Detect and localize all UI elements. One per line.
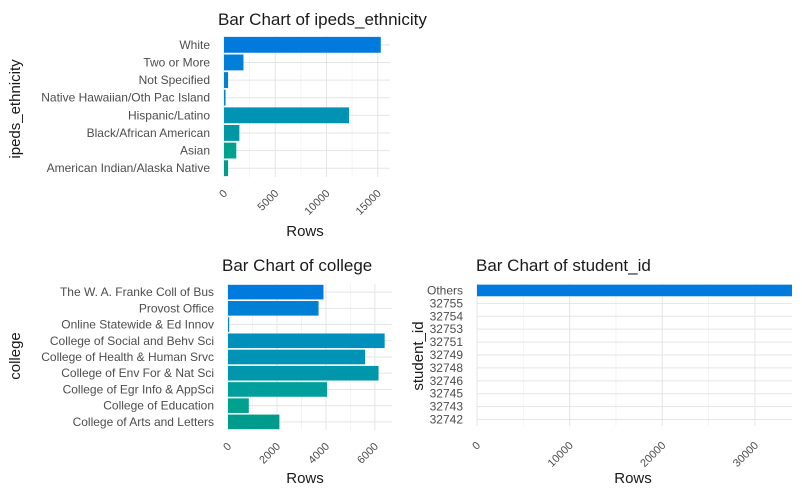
x-axis-title-college: Rows xyxy=(286,470,324,487)
bar-college-2 xyxy=(228,382,328,397)
y-tick-label-ethnicity: Not Specified xyxy=(139,73,210,87)
y-tick-label-college: Provost Office xyxy=(139,301,214,315)
x-axis-title-ethnicity: Rows xyxy=(286,223,324,240)
bar-ethnicity-7 xyxy=(224,36,381,53)
y-tick-label-student: 32753 xyxy=(430,322,464,336)
bar-student-10 xyxy=(477,284,792,297)
y-tick-label-college: College of Arts and Letters xyxy=(73,415,214,429)
x-tick-label-ethnicity: 0 xyxy=(217,188,230,201)
y-axis-title-college: college xyxy=(7,332,24,380)
chart-title-ethnicity: Bar Chart of ipeds_ethnicity xyxy=(218,10,427,29)
y-tick-label-student: 32748 xyxy=(430,361,464,375)
bar-college-5 xyxy=(228,333,385,349)
y-tick-label-college: The W. A. Franke Coll of Bus xyxy=(60,285,214,299)
bar-ethnicity-5 xyxy=(224,72,229,88)
bar-ethnicity-1 xyxy=(224,142,237,159)
x-tick-label-ethnicity: 10000 xyxy=(302,188,332,218)
bar-college-6 xyxy=(228,317,230,332)
y-axis-title-ethnicity: ipeds_ethnicity xyxy=(7,59,24,159)
chart-panel-student: Bar Chart of student_id Rows student_id … xyxy=(410,256,792,487)
bar-college-3 xyxy=(228,365,379,381)
bar-college-1 xyxy=(228,398,249,413)
chart-panel-college: Bar Chart of college Rows college Colleg… xyxy=(7,256,392,487)
x-tick-label-college: 0 xyxy=(221,441,234,454)
y-axis-title-student: student_id xyxy=(410,321,427,390)
x-tick-label-student: 20000 xyxy=(638,440,668,470)
y-tick-label-student: 32751 xyxy=(430,335,464,349)
bar-ethnicity-6 xyxy=(224,54,244,71)
chart-panel-ethnicity: Bar Chart of ipeds_ethnicity Rows ipeds_… xyxy=(7,10,427,240)
y-tick-label-student: 32754 xyxy=(430,309,464,323)
y-tick-label-student: 32743 xyxy=(430,400,464,414)
y-tick-label-ethnicity: Hispanic/Latino xyxy=(128,108,210,122)
x-tick-label-college: 4000 xyxy=(306,441,332,467)
y-tick-label-student: 32746 xyxy=(430,374,464,388)
y-tick-label-college: College of Egr Info & AppSci xyxy=(63,382,214,396)
bar-college-0 xyxy=(228,414,280,430)
bar-college-8 xyxy=(228,284,324,300)
x-tick-label-student: 10000 xyxy=(546,440,576,470)
bar-ethnicity-4 xyxy=(224,89,226,106)
y-tick-label-college: College of Social and Behv Sci xyxy=(50,334,214,348)
plot-area-student xyxy=(476,284,792,426)
x-tick-label-ethnicity: 5000 xyxy=(256,188,282,214)
y-tick-label-college: College of Env For & Nat Sci xyxy=(61,366,214,380)
y-tick-label-student: 32745 xyxy=(430,387,464,401)
y-tick-label-student: Others xyxy=(427,283,463,297)
chart-title-student: Bar Chart of student_id xyxy=(476,256,651,275)
bar-ethnicity-2 xyxy=(224,125,240,141)
x-tick-label-student: 0 xyxy=(470,440,483,453)
bar-ethnicity-3 xyxy=(224,107,350,124)
bar-college-7 xyxy=(228,301,319,316)
chart-title-college: Bar Chart of college xyxy=(222,256,372,275)
plot-area-ethnicity xyxy=(223,36,390,177)
y-tick-label-student: 32742 xyxy=(430,413,464,427)
x-tick-label-ethnicity: 15000 xyxy=(354,188,384,218)
y-tick-label-ethnicity: American Indian/Alaska Native xyxy=(47,161,211,175)
y-tick-label-ethnicity: Native Hawaiian/Oth Pac Island xyxy=(41,91,210,105)
y-tick-label-student: 32755 xyxy=(430,296,464,310)
y-tick-label-ethnicity: Black/African American xyxy=(87,126,210,140)
y-tick-label-college: Online Statewide & Ed Innov xyxy=(61,318,214,332)
y-tick-label-college: College of Health & Human Srvc xyxy=(41,350,214,364)
plot-area-college xyxy=(227,284,392,430)
y-tick-label-student: 32749 xyxy=(430,348,464,362)
y-tick-label-ethnicity: Two or More xyxy=(143,55,210,69)
y-tick-label-college: College of Education xyxy=(103,399,214,413)
x-tick-label-student: 30000 xyxy=(731,440,761,470)
bar-ethnicity-0 xyxy=(224,160,229,177)
x-tick-label-college: 2000 xyxy=(257,441,283,467)
x-axis-title-student: Rows xyxy=(614,470,652,487)
y-tick-label-ethnicity: Asian xyxy=(180,144,210,158)
x-tick-label-college: 6000 xyxy=(355,441,381,467)
bar-college-4 xyxy=(228,349,366,365)
y-tick-label-ethnicity: White xyxy=(179,38,210,52)
